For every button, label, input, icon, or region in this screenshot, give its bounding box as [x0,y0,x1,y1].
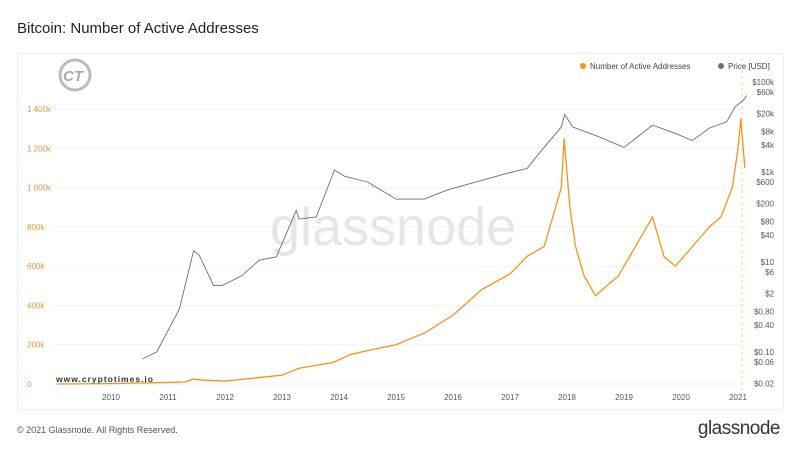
site-watermark: www.cryptotimes.io [55,374,154,384]
legend-marker-addresses [580,63,586,69]
left-tick-label: 400k [27,301,45,310]
right-axis: $100k$60k$20k$8k$4k$1k$600$200$80$40$10$… [752,78,775,388]
x-tick-label: 2019 [615,393,633,402]
left-tick-label: 0 [27,380,32,389]
copyright: © 2021 Glassnode. All Rights Reserved. [17,425,178,435]
legend[interactable]: Number of Active Addresses Price [USD] [580,62,770,71]
x-tick-label: 2011 [159,393,177,402]
legend-label-addresses[interactable]: Number of Active Addresses [590,62,691,71]
legend-marker-price [718,63,724,69]
x-axis: 2010 2011 2012 2013 2014 2015 2016 2017 2018 2019… [102,393,747,402]
glassnode-logo: glassnode [697,418,781,439]
ct-logo: CT [58,58,92,92]
right-tick-label: $2 [765,289,774,298]
right-tick-label: $0.10 [754,348,775,357]
right-tick-label: $1k [761,168,775,177]
x-tick-label: 2012 [216,393,234,402]
x-tick-label: 2016 [444,393,462,402]
watermark: glassnode [270,197,516,257]
x-tick-label: 2021 [729,393,747,402]
left-tick-label: 200k [27,341,45,350]
legend-label-price[interactable]: Price [USD] [728,62,770,71]
right-tick-label: $200 [756,199,774,208]
left-tick-label: 1 400k [27,105,52,114]
logo-text: CT [63,68,85,85]
right-tick-label: $6 [765,268,774,277]
x-tick-label: 2018 [558,393,576,402]
chart-frame [17,53,784,410]
right-tick-label: $0.02 [754,379,775,388]
right-tick-label: $80 [761,217,775,226]
right-tick-label: $600 [756,178,774,187]
right-tick-label: $40 [761,231,775,240]
x-tick-label: 2015 [387,393,405,402]
x-tick-label: 2013 [273,393,291,402]
right-tick-label: $10 [761,258,775,267]
series-price [142,95,747,360]
left-tick-label: 600k [27,262,45,271]
left-tick-label: 800k [27,223,45,232]
grid [52,108,745,385]
right-tick-label: $0.80 [754,307,775,316]
x-tick-label: 2014 [330,393,348,402]
right-tick-label: $100k [752,78,775,87]
right-tick-label: $60k [757,88,775,97]
right-tick-label: $8k [761,127,775,136]
series-active-addresses [56,118,746,385]
x-tick-label: 2020 [672,393,690,402]
right-tick-label: $20k [757,109,775,118]
chart-title: Bitcoin: Number of Active Addresses [17,20,259,37]
left-tick-label: 1 200k [27,144,52,153]
right-tick-label: $0.06 [754,358,775,367]
left-axis: 0 200k 400k 600k 800k 1 000k 1 200k 1 400k [27,105,52,389]
right-tick-label: $4k [761,141,775,150]
x-tick-label: 2017 [501,393,519,402]
x-tick-label: 2010 [102,393,120,402]
right-tick-label: $0.40 [754,321,775,330]
left-tick-label: 1 000k [27,184,52,193]
